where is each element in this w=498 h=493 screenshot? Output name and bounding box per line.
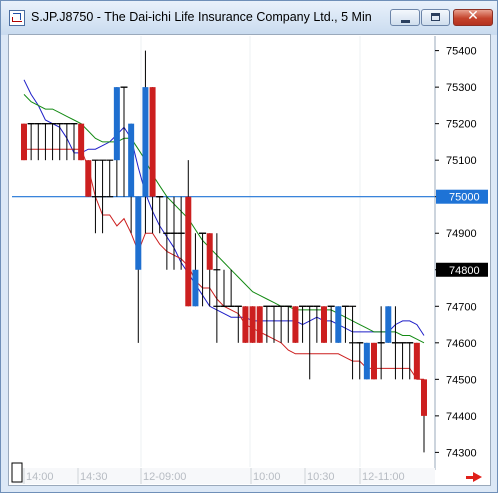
y-tick-label: 74300 <box>446 447 477 459</box>
y-tick-label: 74900 <box>446 228 477 240</box>
candle-body <box>371 342 377 380</box>
scroll-right-arrow-shaft <box>466 476 474 479</box>
maximize-button[interactable] <box>421 9 450 26</box>
price-marker-label: 74800 <box>449 265 480 277</box>
green-series-line <box>23 94 425 344</box>
candle-body <box>385 306 392 343</box>
candle-body <box>256 306 263 343</box>
candle-body <box>128 123 135 197</box>
chart-app-icon <box>9 10 25 26</box>
title-bar[interactable]: S.JP.J8750 - The Dai-ichi Life Insurance… <box>1 1 497 35</box>
candle-body <box>292 306 299 343</box>
candle-body <box>421 379 427 416</box>
price-marker-75000 <box>436 189 488 204</box>
candle-body <box>85 160 92 197</box>
y-tick-label: 74400 <box>446 411 477 423</box>
candle-body <box>113 87 120 161</box>
x-axis-band <box>12 468 435 484</box>
candle-body <box>249 306 256 343</box>
plot-area <box>12 36 434 467</box>
x-tick-label: 12-11:00 <box>362 471 405 483</box>
x-tick-label: 10:30 <box>307 471 335 483</box>
y-tick-label: 75400 <box>446 46 477 58</box>
candle-body <box>413 342 420 380</box>
y-tick-label: 74700 <box>446 301 477 313</box>
x-tick-label: 12-09:00 <box>143 471 186 483</box>
scroll-right-arrow-icon[interactable] <box>473 472 482 482</box>
minimize-button[interactable] <box>390 9 420 26</box>
y-tick-label: 75100 <box>446 155 477 167</box>
x-tick-label: 10:00 <box>253 471 281 483</box>
y-tick-label: 75300 <box>446 82 477 94</box>
minimize-icon <box>401 20 410 23</box>
blue-series-line <box>23 79 425 336</box>
candle-body <box>363 342 370 380</box>
candle-body <box>135 196 142 270</box>
y-tick-label: 74600 <box>446 338 477 350</box>
candle-body <box>185 196 192 307</box>
close-button[interactable]: ✕ <box>453 8 493 26</box>
y-tick-label: 74500 <box>446 374 477 386</box>
x-tick-label: 14:30 <box>80 471 108 483</box>
window-title: S.JP.J8750 - The Dai-ichi Life Insurance… <box>31 10 372 24</box>
candle-body <box>192 269 199 307</box>
candle-body <box>206 233 213 270</box>
candle-body <box>149 87 156 197</box>
price-marker-74800 <box>436 262 488 277</box>
candle-body <box>335 306 342 343</box>
maximize-icon <box>431 13 440 21</box>
candle-body <box>78 123 85 161</box>
candle-body <box>21 123 27 161</box>
y-tick-label: 75200 <box>446 119 477 131</box>
candle-body <box>142 87 149 197</box>
close-icon: ✕ <box>467 8 479 24</box>
scroll-box[interactable] <box>11 462 23 483</box>
price-marker-label: 75000 <box>449 192 480 204</box>
x-tick-label: 14:00 <box>26 471 54 483</box>
candle-body <box>242 306 249 343</box>
candle-body <box>321 306 327 343</box>
